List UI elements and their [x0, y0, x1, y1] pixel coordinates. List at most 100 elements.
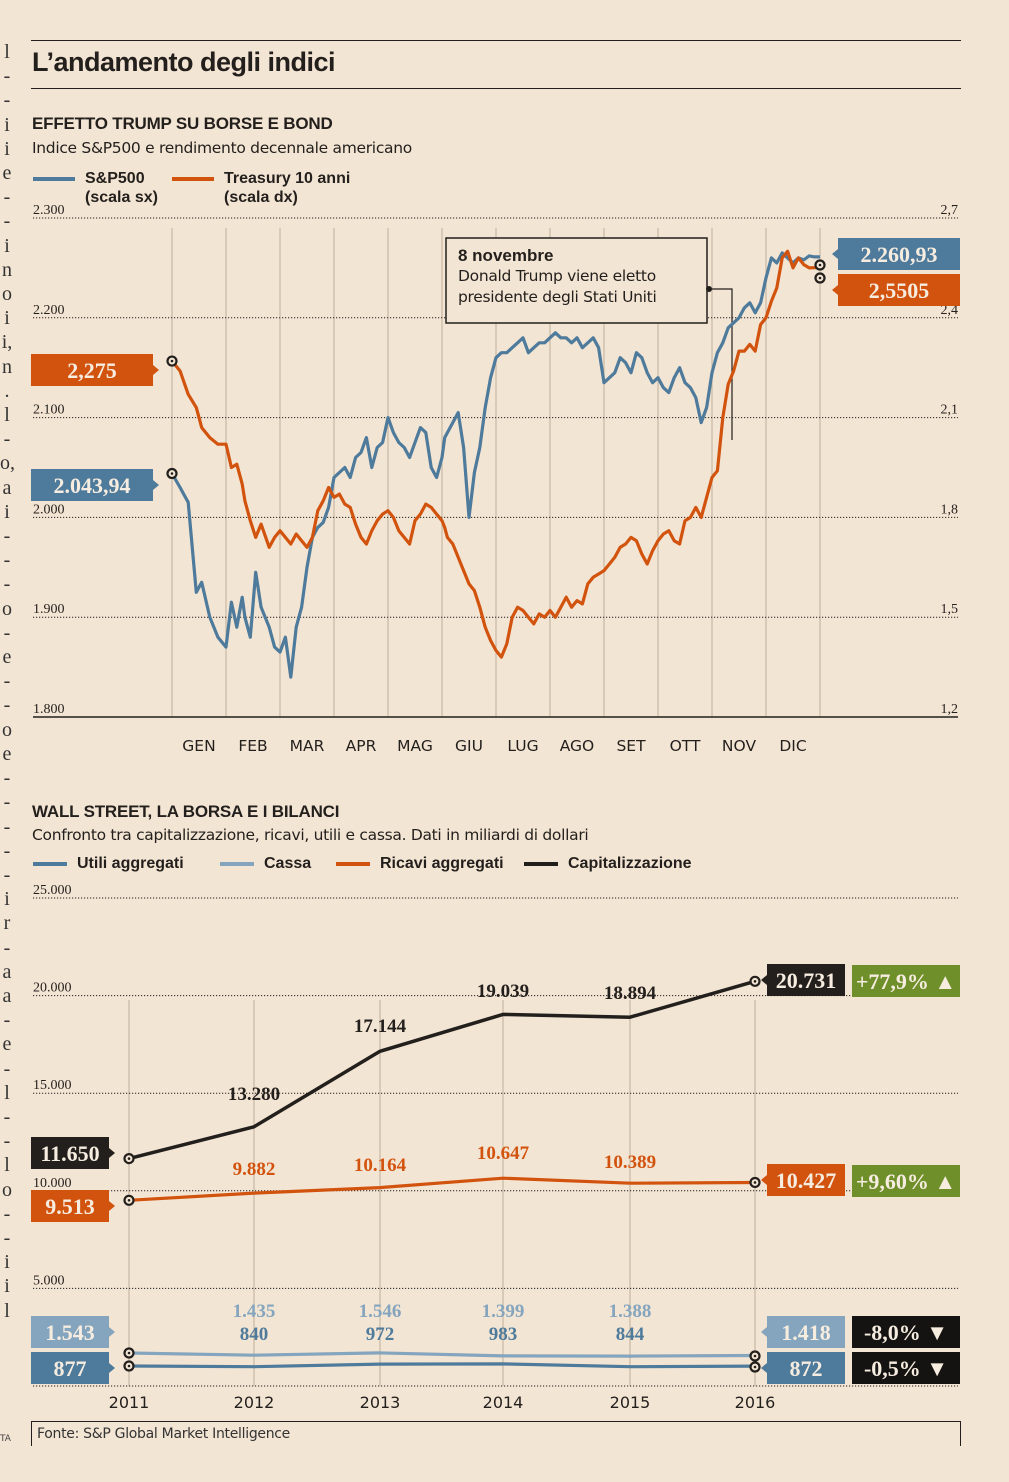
x-tick-label: OTT [670, 737, 701, 755]
margin-glyph: i, [1, 331, 13, 354]
y-left-tick-label: 1.900 [33, 602, 65, 617]
y-right-tick-label: 1,2 [941, 702, 959, 717]
series-line-capitalizzazione [128, 979, 756, 1161]
margin-glyph: e [2, 162, 12, 185]
wall-street-chart: 5.000 10.000 15.000 20.000 25.000 2011 2012 201… [31, 883, 960, 1412]
legend-capitalizzazione-text: Capitalizzazione [568, 855, 692, 872]
utili-start-label-pointer [109, 1363, 115, 1373]
margin-glyph: n [2, 258, 12, 281]
margin-glyph: e [2, 1033, 12, 1056]
utili-end-label: 872 [790, 1356, 823, 1381]
chart1-title: EFFETTO TRUMP SU BORSE E BOND [32, 114, 333, 133]
margin-glyph: - [3, 670, 11, 693]
y-left-tick-label: 1.800 [33, 702, 65, 717]
margin-glyph: - [3, 815, 11, 838]
sp500-end-label-bg [838, 238, 960, 270]
data-label-cassa: 1.435 [233, 1301, 276, 1322]
series-line-cassa [128, 1351, 756, 1358]
endpoint-marker-dot [170, 472, 174, 475]
treasury-start-label: 2,275 [67, 358, 117, 383]
sp500-treasury-chart: 1.800 1.900 2.000 2.100 2.200 2.300 1,2 1,5 1,8 2… [31, 203, 960, 755]
margin-glyph: i [4, 500, 10, 523]
margin-glyph: - [3, 694, 11, 717]
utili-end-label-bg [767, 1352, 845, 1384]
sp500-start-label-bg [31, 469, 153, 501]
legend-utili: Utili aggregati [33, 854, 184, 873]
y-right-tick-label: 2,1 [941, 403, 959, 418]
sp500-start-label-pointer [153, 480, 159, 490]
data-label-utili: 840 [240, 1324, 269, 1345]
margin-glyph: i [4, 113, 10, 136]
cassa-start-label: 1.543 [45, 1320, 95, 1345]
y-tick-label: 10.000 [33, 1176, 72, 1191]
change-badge-utili-aggregati: -0,5% ▼ [864, 1356, 948, 1381]
change-badge-utili-aggregati-bg [852, 1352, 960, 1384]
data-label-capitalizzazione: 13.280 [228, 1084, 280, 1105]
margin-glyph: - [3, 1226, 11, 1249]
margin-glyph: i [4, 137, 10, 160]
change-badge-cassa-bg [852, 1316, 960, 1348]
chart2-title: WALL STREET, LA BORSA E I BILANCI [32, 802, 340, 821]
change-badge-ricavi-aggregati-bg [852, 1165, 960, 1197]
y-tick-label: 25.000 [33, 883, 72, 898]
legend-swatch-sp500 [33, 177, 75, 181]
margin-glyph: . [4, 379, 10, 402]
change-badge-ricavi-aggregati: +9,60% ▲ [856, 1169, 956, 1194]
ricavi-start-label-pointer [109, 1201, 115, 1211]
legend-swatch-cassa [220, 862, 254, 866]
annotation-text: Donald Trump viene eletto [458, 267, 656, 285]
x-tick-label: 2013 [360, 1393, 401, 1412]
margin-glyph: - [3, 863, 11, 886]
x-tick-label: DIC [779, 737, 806, 755]
sp500-end-label: 2.260,93 [861, 242, 938, 267]
legend-sp500: S&P500 (scala sx) [33, 169, 158, 207]
treasury-end-label: 2,5505 [869, 278, 930, 303]
x-tick-label: 2014 [483, 1393, 524, 1412]
ricavi-end-label-pointer [761, 1175, 767, 1185]
x-tick-label: SET [616, 737, 646, 755]
data-label-utili: 983 [489, 1324, 518, 1345]
sp500-start-label: 2.043,94 [54, 473, 131, 498]
margin-glyph: o [2, 718, 12, 741]
y-left-tick-label: 2.200 [33, 303, 65, 318]
margin-glyph: - [3, 839, 11, 862]
data-label-capitalizzazione: 19.039 [477, 981, 529, 1002]
chart1-subtitle: Indice S&P500 e rendimento decennale ame… [32, 139, 412, 157]
y-right-tick-label: 1,5 [941, 602, 959, 617]
ricavi-end-label: 10.427 [776, 1168, 837, 1193]
data-label-utili: 844 [616, 1324, 645, 1345]
cassa-end-label: 1.418 [781, 1320, 831, 1345]
top-rule [31, 40, 961, 41]
x-tick-label: GIU [455, 737, 483, 755]
source-box: Fonte: S&P Global Market Intelligence [31, 1421, 961, 1446]
data-label-ricavi: 10.164 [354, 1155, 407, 1176]
margin-glyph: e [2, 646, 12, 669]
data-label-utili: 972 [366, 1324, 395, 1345]
endpoint-marker-dot [753, 980, 757, 983]
page-title: L’andamento degli indici [32, 47, 336, 77]
endpoint-marker-dot [127, 1199, 131, 1202]
margin-glyph: - [3, 525, 11, 548]
endpoint-marker-dot [753, 1365, 757, 1369]
x-tick-label: 2011 [109, 1393, 150, 1412]
x-tick-label: NOV [722, 737, 757, 755]
legend-swatch-ricavi [336, 862, 370, 866]
treasury-end-label-pointer [832, 285, 838, 295]
annotation-title: 8 novembre [458, 246, 553, 265]
x-tick-label: AGO [560, 737, 595, 755]
margin-glyph: - [3, 549, 11, 572]
data-label-cassa: 1.546 [359, 1301, 402, 1322]
utili-end-label-pointer [761, 1363, 767, 1373]
adjacent-article-margin: l - - i i e - - i n o i i, n. l - o, a i - - - o - e - - o e - - - - - i r -… [0, 40, 15, 1323]
y-right-tick-label: 2,4 [941, 303, 959, 318]
margin-glyph: - [3, 621, 11, 644]
endpoint-marker-dot [818, 276, 822, 280]
margin-glyph: - [3, 1057, 11, 1080]
margin-glyph: - [3, 65, 11, 88]
margin-tag: TA [0, 1434, 11, 1444]
data-label-capitalizzazione: 17.144 [354, 1016, 407, 1037]
endpoint-marker-dot [127, 1157, 131, 1160]
x-tick-label: APR [346, 737, 377, 755]
margin-glyph: i [4, 1251, 10, 1274]
margin-glyph: i [4, 1275, 10, 1298]
